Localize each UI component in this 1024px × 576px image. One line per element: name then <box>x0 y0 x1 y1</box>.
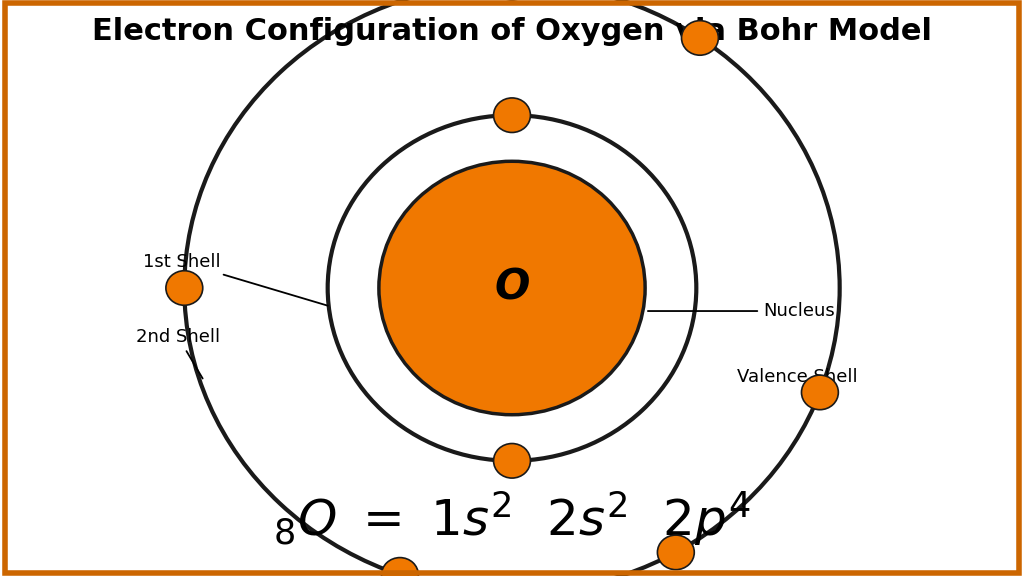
Text: Valence Shell: Valence Shell <box>737 368 858 391</box>
Ellipse shape <box>382 558 419 576</box>
Ellipse shape <box>682 21 719 55</box>
Text: 2nd Shell: 2nd Shell <box>136 328 220 378</box>
Ellipse shape <box>657 535 694 570</box>
Ellipse shape <box>379 161 645 415</box>
Text: $_8O\ =\ 1s^2\ \ 2s^2\ \ 2p^4$: $_8O\ =\ 1s^2\ \ 2s^2\ \ 2p^4$ <box>273 489 751 548</box>
Ellipse shape <box>802 375 839 410</box>
Text: O: O <box>495 267 529 309</box>
Ellipse shape <box>494 444 530 478</box>
Text: Nucleus: Nucleus <box>648 302 835 320</box>
Text: Electron Configuration of Oxygen via Bohr Model: Electron Configuration of Oxygen via Boh… <box>92 17 932 46</box>
Ellipse shape <box>166 271 203 305</box>
Ellipse shape <box>494 98 530 132</box>
Text: 1st Shell: 1st Shell <box>142 253 328 306</box>
